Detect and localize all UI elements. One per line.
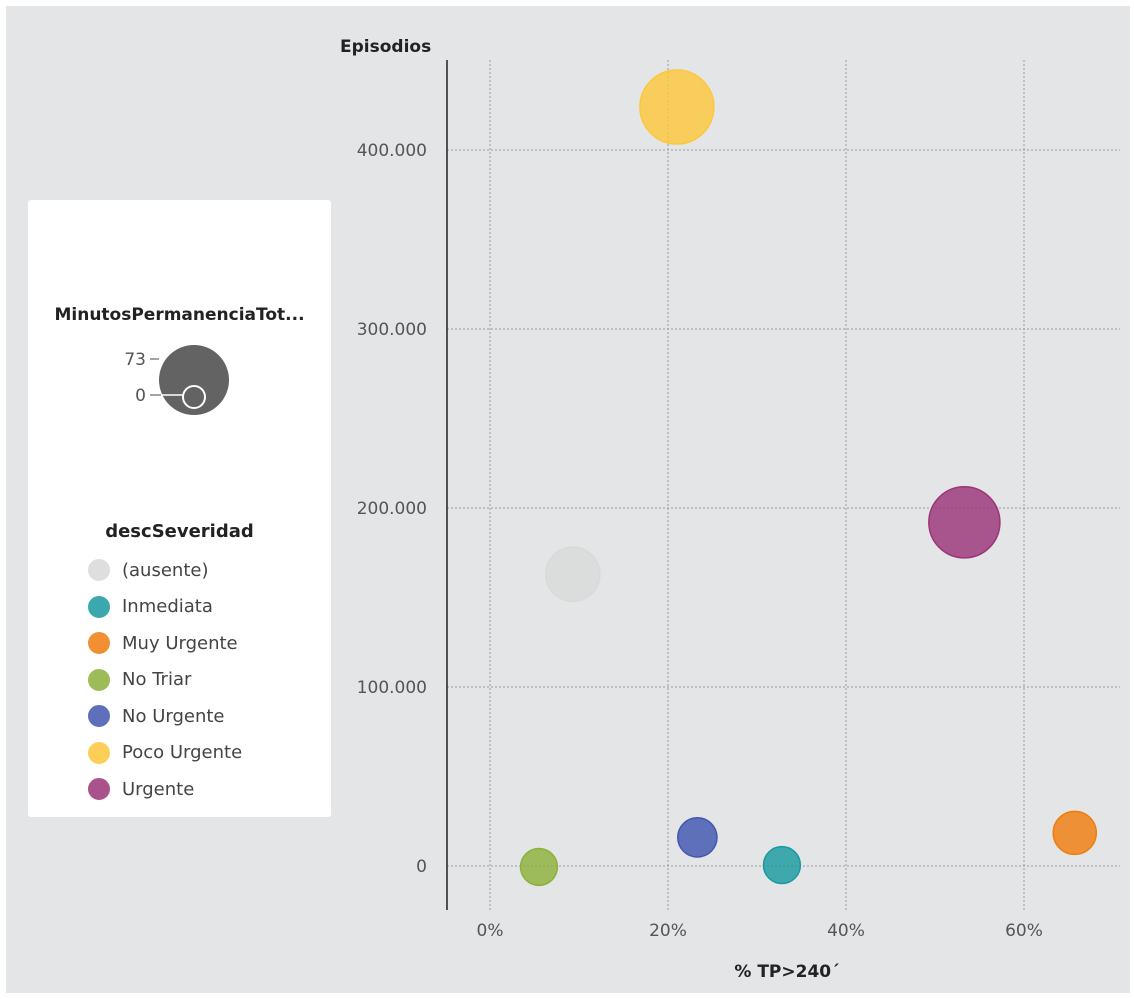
y-tick-label: 400.000: [357, 141, 427, 161]
legend-item[interactable]: (ausente): [88, 552, 242, 589]
gridlines: [447, 60, 1120, 910]
legend-swatch: [88, 632, 110, 655]
legend-label: No Triar: [122, 669, 192, 691]
bubble-muy-urgente[interactable]: [1052, 810, 1098, 856]
x-tick-label: 0%: [477, 921, 504, 941]
legend-item[interactable]: No Triar: [88, 662, 242, 699]
size-legend-max-circle: [159, 345, 229, 415]
bubble-ausente[interactable]: [544, 546, 601, 603]
bubble-no-urgente[interactable]: [677, 817, 718, 858]
severity-legend-title: descSeveridad: [105, 521, 254, 542]
legend-item[interactable]: No Urgente: [88, 698, 242, 735]
legend-panel: MinutosPermanenciaTot... 73 0 descSeveri…: [28, 200, 331, 817]
legend-item[interactable]: Inmediata: [88, 589, 242, 626]
legend-swatch: [88, 668, 110, 691]
legend-swatch: [88, 778, 110, 801]
legend-label: Urgente: [122, 778, 195, 800]
bubbles: [519, 69, 1098, 887]
size-legend-min-label: 0: [135, 386, 146, 406]
legend-swatch: [88, 705, 110, 728]
legend-swatch: [88, 741, 110, 764]
severity-legend-list: (ausente) Inmediata Muy Urgente No Triar No …: [88, 552, 242, 808]
legend-swatch: [88, 559, 110, 582]
legend-item[interactable]: Urgente: [88, 771, 242, 808]
x-tick-label: 40%: [827, 921, 865, 941]
legend-label: Muy Urgente: [122, 632, 238, 654]
x-tick-label: 60%: [1005, 921, 1043, 941]
y-tick-label: 300.000: [357, 320, 427, 340]
size-legend-min-circle: [182, 385, 206, 409]
legend-label: Poco Urgente: [122, 742, 243, 764]
size-legend-max-label: 73: [124, 350, 146, 370]
size-legend: 73 0: [124, 345, 229, 415]
y-tick-label: 100.000: [357, 678, 427, 698]
y-tick-labels: 0 100.000 200.000 300.000 400.000: [357, 141, 427, 877]
y-axis-title: Episodios: [340, 37, 431, 57]
bubble-poco-urgente[interactable]: [639, 69, 715, 145]
legend-swatch: [88, 595, 110, 618]
size-legend-title: MinutosPermanenciaTot...: [54, 305, 305, 325]
legend-label: (ausente): [122, 559, 209, 581]
legend-label: No Urgente: [122, 705, 225, 727]
legend-item[interactable]: Poco Urgente: [88, 735, 242, 772]
y-tick-label: 200.000: [357, 499, 427, 519]
legend-item[interactable]: Muy Urgente: [88, 625, 242, 662]
legend-label: Inmediata: [122, 596, 213, 618]
bubble-urgente[interactable]: [928, 486, 1001, 559]
bubble-inmediata[interactable]: [762, 845, 802, 885]
bubble-no-triar[interactable]: [519, 847, 559, 887]
y-tick-label: 0: [416, 857, 427, 877]
x-tick-labels: 0% 20% 40% 60%: [477, 921, 1043, 941]
x-axis-title: % TP>240´: [734, 962, 839, 982]
x-tick-label: 20%: [649, 921, 687, 941]
